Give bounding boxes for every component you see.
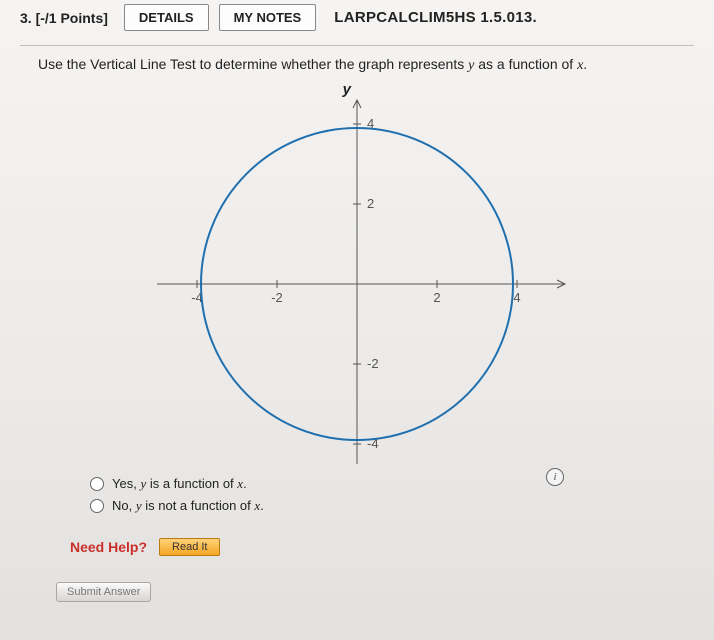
ans-a-post: . — [243, 476, 247, 491]
svg-text:-2: -2 — [271, 290, 283, 305]
answer-option-yes[interactable]: Yes, y is a function of x. — [90, 476, 694, 492]
svg-text:2: 2 — [433, 290, 440, 305]
question-number: 3. [-/1 Points] — [20, 10, 108, 26]
textbook-reference: LARPCALCLIM5HS 1.5.013. — [334, 9, 537, 26]
ans-b-pre: No, — [112, 498, 136, 513]
my-notes-button[interactable]: MY NOTES — [219, 4, 317, 31]
submit-answer-button[interactable]: Submit Answer — [56, 582, 151, 602]
answer-options: Yes, y is a function of x. No, y is not … — [90, 476, 694, 514]
info-icon[interactable]: i — [546, 468, 564, 486]
prompt-text-post: . — [583, 56, 587, 72]
prompt-text-mid: as a function of — [474, 56, 577, 72]
ans-b-post: . — [260, 498, 264, 513]
radio-no[interactable] — [90, 499, 104, 513]
details-button[interactable]: DETAILS — [124, 4, 209, 31]
divider — [20, 45, 694, 46]
ans-a-pre: Yes, — [112, 476, 140, 491]
graph-plot: -4-22442-2-4xy — [147, 84, 567, 464]
answer-yes-label: Yes, y is a function of x. — [112, 476, 247, 492]
ans-a-mid: is a function of — [146, 476, 237, 491]
read-it-button[interactable]: Read It — [159, 538, 220, 556]
answer-option-no[interactable]: No, y is not a function of x. — [90, 498, 694, 514]
svg-text:-2: -2 — [367, 356, 379, 371]
svg-text:2: 2 — [367, 196, 374, 211]
answer-no-label: No, y is not a function of x. — [112, 498, 264, 514]
need-help-section: Need Help? Read It — [70, 538, 694, 556]
radio-yes[interactable] — [90, 477, 104, 491]
ans-b-mid: is not a function of — [142, 498, 255, 513]
need-help-label: Need Help? — [70, 539, 147, 555]
svg-text:4: 4 — [513, 290, 520, 305]
question-prompt: Use the Vertical Line Test to determine … — [38, 56, 694, 74]
prompt-text-pre: Use the Vertical Line Test to determine … — [38, 56, 468, 72]
svg-text:y: y — [342, 84, 352, 98]
